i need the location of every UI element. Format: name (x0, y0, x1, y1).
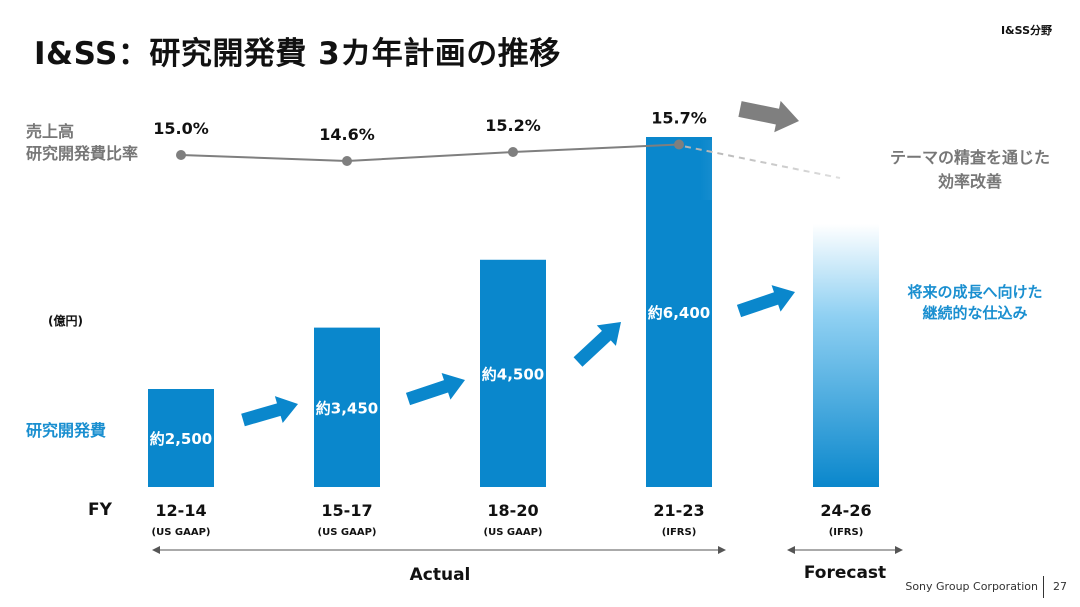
x-tick-sublabel: (US GAAP) (152, 527, 211, 538)
efficiency-note-line1: テーマの精査を通じた (889, 148, 1050, 167)
x-tick-label: 24-26 (820, 501, 871, 520)
ratio-point (176, 150, 186, 160)
growth-arrow-3 (573, 322, 621, 367)
ratio-fade-overlay (700, 140, 850, 200)
ratio-line (180, 143, 680, 163)
fy-label: FY (88, 500, 112, 520)
x-tick-label: 15-17 (321, 501, 372, 520)
actual-range-arrow (152, 546, 726, 554)
ratio-value-label: 15.7% (651, 109, 707, 128)
investment-note-line1: 将来の成長へ向けた (907, 283, 1043, 301)
page-title: I&SS：研究開発費 3カ年計画の推移 (34, 36, 561, 72)
ratio-label-line2: 研究開発費比率 (26, 144, 139, 163)
ratio-trend-arrow (738, 100, 799, 133)
growth-arrow-1 (241, 396, 298, 427)
x-tick-label: 18-20 (487, 501, 538, 520)
segment-label: I&SS分野 (1000, 24, 1052, 37)
x-tick-label: 12-14 (155, 501, 206, 520)
ratio-label: 売上高 研究開発費比率 (26, 121, 138, 165)
x-tick-sublabel: (IFRS) (662, 527, 697, 538)
forecast-range-arrow (787, 546, 903, 554)
ratio-point (674, 139, 684, 150)
bars-layer: 約2,500 約3,450 約4,500 約6,400 (148, 137, 879, 487)
ratio-point (508, 147, 518, 157)
line-layer: 15.0% 14.6% 15.2% 15.7% (153, 109, 850, 200)
ratio-label-line1: 売上高 (26, 122, 75, 141)
investment-note-line2: 継続的な仕込み (922, 304, 1028, 322)
ratio-value-label: 15.0% (153, 119, 209, 138)
bar-value-label: 約3,450 (316, 399, 378, 417)
bar-12-14 (148, 389, 214, 487)
x-tick-sublabel: (US GAAP) (484, 527, 543, 538)
footer-company: Sony Group Corporation (905, 580, 1038, 593)
page-number: 27 (1053, 580, 1067, 593)
x-tick-sublabel: (US GAAP) (318, 527, 377, 538)
efficiency-note: テーマの精査を通じた 効率改善 (870, 146, 1070, 194)
bar-forecast-24-26 (813, 224, 879, 487)
bar-value-label: 約2,500 (150, 430, 212, 448)
investment-note: 将来の成長へ向けた 継続的な仕込み (880, 282, 1070, 324)
bar-value-label: 約4,500 (482, 365, 544, 383)
arrows-layer (241, 100, 799, 427)
ratio-value-label: 15.2% (485, 116, 541, 135)
efficiency-note-line2: 効率改善 (937, 172, 1002, 191)
x-tick-sublabel: (IFRS) (829, 527, 864, 538)
growth-arrow-4 (736, 285, 795, 318)
axis-layer: 12-14 (US GAAP) 15-17 (US GAAP) 18-20 (US GAA… (152, 501, 903, 554)
ratio-value-label: 14.6% (319, 125, 375, 144)
forecast-label: Forecast (804, 563, 886, 583)
rd-label: 研究開発費 (26, 421, 107, 440)
bar-value-label: 約6,400 (648, 304, 710, 322)
unit-label: (億円) (48, 314, 83, 328)
actual-label: Actual (410, 565, 471, 585)
footer-divider (1043, 576, 1044, 598)
growth-arrow-2 (405, 373, 465, 406)
bar-18-20 (480, 259, 546, 487)
ratio-point (342, 156, 352, 166)
bar-15-17 (314, 327, 380, 487)
x-tick-label: 21-23 (653, 501, 704, 520)
